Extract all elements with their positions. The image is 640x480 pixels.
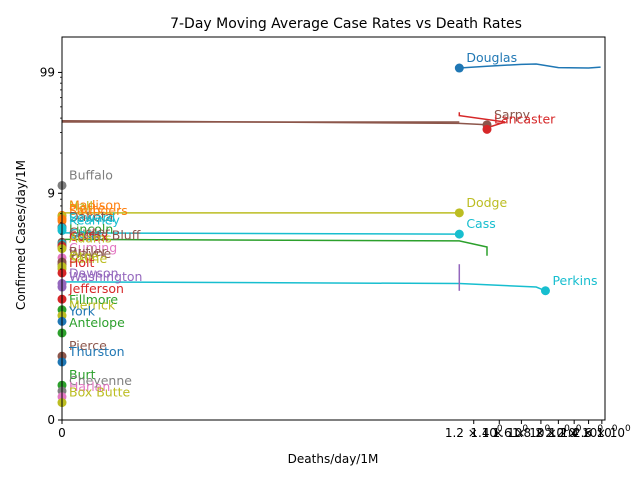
series-label-colfax: Colfax <box>69 229 108 244</box>
series-marker-lancaster <box>482 124 492 134</box>
series-label-sarpy: Sarpy <box>494 107 531 122</box>
series-label-lancaster: Lancaster <box>494 111 556 126</box>
x-tick-label-2: 1.4 × 100 <box>470 424 528 440</box>
axes-frame <box>61 36 606 421</box>
series-label-york: York <box>68 303 96 318</box>
series-label-wayne: Wayne <box>69 246 112 261</box>
x-tick-label-7: 2.4 × 100 <box>560 424 618 440</box>
chart-title: 7-Day Moving Average Case Rates vs Death… <box>170 16 522 32</box>
x-tick-label-4: 1.8 × 100 <box>512 424 570 440</box>
x-tick-label-3: 1.6 × 100 <box>493 424 551 440</box>
series-label-dawson: Dawson <box>69 266 119 281</box>
x-tick-label-6: 2.2 × 100 <box>545 424 603 440</box>
x-tick-label-8: 2.6 × 100 <box>573 424 631 440</box>
series-label-harlan: Harlan <box>69 379 110 394</box>
series-label-perkins: Perkins <box>552 273 597 288</box>
series-label-douglas: Douglas <box>466 50 517 65</box>
series-label-antelope: Antelope <box>69 315 125 330</box>
series-marker-perkins <box>540 286 550 296</box>
series-label-jefferson: Jefferson <box>68 281 124 296</box>
y-tick-label-0: 0 <box>47 413 55 427</box>
series-label-otoe: Otoe <box>69 249 99 264</box>
series-marker-douglas <box>454 63 464 73</box>
series-line-perkins <box>61 281 546 292</box>
y-tick-label-1: 9 <box>47 186 55 200</box>
series-line-lincoln <box>61 238 488 256</box>
series-label-thurston: Thurston <box>68 344 125 359</box>
series-label-washington: Washington <box>69 269 142 284</box>
series-label-adams: Adams <box>69 231 112 246</box>
series-label-fillmore: Fillmore <box>69 292 118 307</box>
series-label-seward: Seward <box>69 210 115 225</box>
series-label-cheyenne: Cheyenne <box>69 373 132 388</box>
series-label-hall: Hall <box>69 198 93 213</box>
x-tick-label-5: 2 × 100 <box>535 424 582 440</box>
series-label-scotts-bluff: Scotts Bluff <box>69 227 141 242</box>
series-label-cass: Cass <box>466 216 495 231</box>
x-tick-label-1: 1.2 × 100 <box>445 424 503 440</box>
series-label-gage: Gage <box>69 226 102 241</box>
y-axis-title: Confirmed Cases/day/1M <box>14 160 28 310</box>
series-label-kearney: Kearney <box>69 212 120 227</box>
series-marker-dodge <box>454 208 464 218</box>
series-label-box-butte: Box Butte <box>69 385 131 400</box>
series-label-custer: Custer <box>69 224 111 239</box>
x-axis-title: Deaths/day/1M <box>288 452 379 466</box>
series-label-burt: Burt <box>69 367 96 382</box>
y-tick-label-2: 99 <box>40 65 55 79</box>
series-label-platte: Platte <box>69 201 105 216</box>
series-label-saline: Saline <box>69 251 107 266</box>
series-label-pierce: Pierce <box>69 338 107 353</box>
series-marker-cass <box>454 229 464 239</box>
series-label-lincoln: Lincoln <box>69 221 113 236</box>
series-label-holt: Holt <box>69 255 95 270</box>
series-label-merrick: Merrick <box>69 298 116 313</box>
series-label-saunders: Saunders <box>69 203 128 218</box>
series-label-cuming: Cuming <box>69 240 117 255</box>
x-tick-label-0: 0 <box>58 426 66 440</box>
series-label-buffalo: Buffalo <box>69 167 113 182</box>
series-line-douglas <box>459 63 601 69</box>
series-label-butler: Butler <box>69 244 108 259</box>
series-label-dakota: Dakota <box>69 209 113 224</box>
series-line-cass <box>61 232 460 235</box>
series-label-madison: Madison <box>69 197 121 212</box>
series-label-dodge: Dodge <box>466 195 507 210</box>
